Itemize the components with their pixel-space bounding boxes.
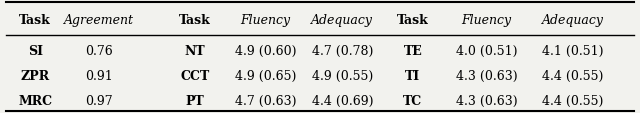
Text: TI: TI [405, 69, 420, 82]
Text: TC: TC [403, 94, 422, 107]
Text: Task: Task [179, 14, 211, 27]
Text: 4.9 (0.65): 4.9 (0.65) [235, 69, 296, 82]
Text: 4.9 (0.60): 4.9 (0.60) [235, 44, 296, 57]
Text: Adequacy: Adequacy [312, 14, 373, 27]
Text: NT: NT [185, 44, 205, 57]
Text: Agreement: Agreement [64, 14, 134, 27]
Text: 4.1 (0.51): 4.1 (0.51) [542, 44, 604, 57]
Text: Task: Task [19, 14, 51, 27]
Text: 4.3 (0.63): 4.3 (0.63) [456, 94, 517, 107]
Text: Adequacy: Adequacy [542, 14, 604, 27]
Text: Fluency: Fluency [461, 14, 511, 27]
Text: MRC: MRC [18, 94, 52, 107]
Text: 0.76: 0.76 [85, 44, 113, 57]
Text: 0.91: 0.91 [85, 69, 113, 82]
Text: 0.97: 0.97 [85, 94, 113, 107]
Text: Task: Task [397, 14, 429, 27]
Text: TE: TE [403, 44, 422, 57]
Text: 4.9 (0.55): 4.9 (0.55) [312, 69, 373, 82]
Text: PT: PT [186, 94, 205, 107]
Text: 4.3 (0.63): 4.3 (0.63) [456, 69, 517, 82]
Text: SI: SI [28, 44, 43, 57]
Text: 4.4 (0.69): 4.4 (0.69) [312, 94, 373, 107]
Text: CCT: CCT [180, 69, 210, 82]
Text: 4.0 (0.51): 4.0 (0.51) [456, 44, 517, 57]
Text: ZPR: ZPR [20, 69, 50, 82]
Text: Fluency: Fluency [241, 14, 291, 27]
Text: 4.7 (0.63): 4.7 (0.63) [235, 94, 296, 107]
Text: 4.4 (0.55): 4.4 (0.55) [542, 94, 604, 107]
Text: 4.4 (0.55): 4.4 (0.55) [542, 69, 604, 82]
Text: 4.7 (0.78): 4.7 (0.78) [312, 44, 373, 57]
